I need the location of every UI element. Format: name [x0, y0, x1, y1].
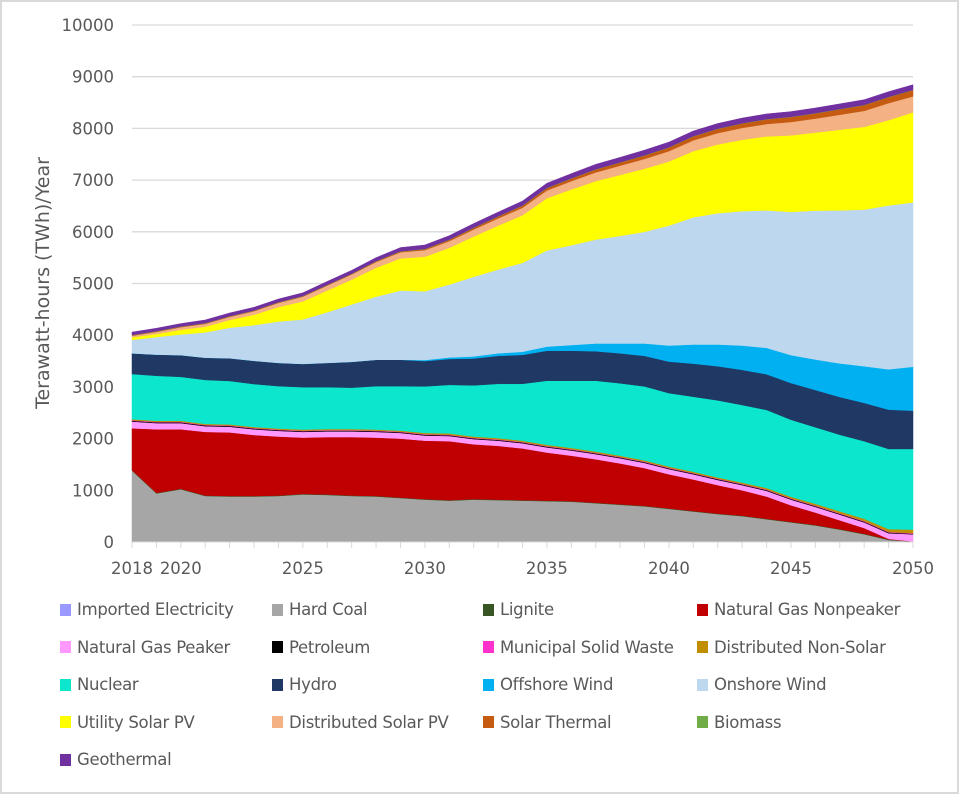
- legend-label: Solar Thermal: [500, 712, 612, 732]
- legend-item: Hydro: [272, 675, 337, 694]
- y-axis-label: Terawatt-hours (TWh)/Year: [32, 157, 54, 410]
- legend-item: Lignite: [483, 600, 554, 619]
- legend-label: Hard Coal: [289, 600, 368, 619]
- y-tick-label: 6000: [72, 223, 114, 242]
- legend-swatch: [272, 603, 283, 616]
- legend-label: Hydro: [289, 675, 337, 694]
- legend-label: Natural Gas Peaker: [77, 637, 230, 657]
- x-tick-label: 2050: [892, 559, 934, 578]
- legend-item: Geothermal: [60, 750, 172, 769]
- legend-label: Distributed Solar PV: [289, 712, 449, 732]
- legend-swatch: [60, 716, 71, 728]
- legend-label: Distributed Non-Solar: [714, 637, 886, 657]
- y-tick-label: 5000: [72, 275, 114, 294]
- legend-item: Nuclear: [60, 675, 139, 694]
- area-series: [131, 84, 914, 543]
- legend-label: Offshore Wind: [500, 675, 614, 694]
- legend-swatch: [272, 641, 283, 653]
- x-tick-label: 2035: [526, 559, 568, 578]
- legend-swatch: [697, 678, 708, 691]
- y-tick-label: 7000: [72, 171, 114, 190]
- x-tick-label: 2040: [648, 559, 690, 578]
- legend-item: Utility Solar PV: [60, 713, 195, 732]
- legend-item: Distributed Solar PV: [272, 713, 449, 732]
- y-tick-label: 3000: [72, 378, 114, 397]
- x-axis: 2018 2020 2025 2030 2035 2040 2045 2050: [111, 541, 934, 578]
- legend-label: Natural Gas Nonpeaker: [714, 600, 901, 619]
- legend-item: Imported Electricity: [60, 600, 234, 619]
- legend-label: Onshore Wind: [714, 675, 827, 694]
- x-tick-label: 2020: [160, 559, 202, 578]
- legend-item: Natural Gas Peaker: [60, 638, 230, 657]
- y-tick-label: 10000: [62, 16, 115, 35]
- legend-label: Imported Electricity: [77, 600, 234, 619]
- legend-item: Offshore Wind: [483, 675, 613, 694]
- legend-swatch: [60, 753, 71, 766]
- legend-label: Geothermal: [77, 750, 172, 769]
- legend-swatch: [697, 716, 708, 728]
- legend-swatch: [60, 641, 71, 653]
- legend-swatch: [272, 716, 283, 728]
- x-tick-label: 2030: [404, 559, 446, 578]
- x-tick-label: 2045: [770, 559, 812, 578]
- y-axis-ticks: 0 1000 2000 3000 4000 5000 6000 7000 8000 9000 100…: [62, 16, 115, 552]
- legend-swatch: [697, 603, 708, 616]
- y-tick-label: 0: [104, 533, 115, 552]
- y-tick-label: 4000: [72, 326, 114, 345]
- legend-label: Lignite: [500, 600, 554, 619]
- y-tick-label: 8000: [72, 119, 114, 138]
- legend-swatch: [60, 603, 71, 616]
- legend-item: Solar Thermal: [483, 712, 612, 732]
- legend-item: Petroleum: [272, 638, 370, 657]
- legend-swatch: [272, 678, 283, 691]
- y-tick-label: 2000: [72, 430, 114, 449]
- legend-item: Onshore Wind: [697, 675, 827, 694]
- legend-swatch: [60, 678, 71, 691]
- x-tick-label: 2025: [282, 559, 324, 578]
- legend-label: Municipal Solid Waste: [500, 637, 674, 657]
- legend-swatch: [697, 641, 708, 653]
- legend-label: Biomass: [714, 712, 782, 732]
- legend-swatch: [483, 678, 494, 691]
- legend-swatch: [483, 603, 494, 616]
- legend-item: Biomass: [697, 712, 782, 732]
- legend-swatch: [483, 641, 494, 653]
- legend-label: Utility Solar PV: [77, 712, 195, 732]
- legend-item: Hard Coal: [272, 600, 368, 619]
- legend-swatch: [483, 716, 494, 728]
- y-tick-label: 1000: [72, 481, 114, 500]
- legend-item: Distributed Non-Solar: [697, 638, 886, 657]
- legend-label: Petroleum: [289, 637, 371, 657]
- y-tick-label: 9000: [72, 68, 114, 87]
- legend-item: Natural Gas Nonpeaker: [697, 600, 900, 619]
- x-tick-label: 2018: [111, 559, 153, 578]
- legend-label: Nuclear: [77, 675, 139, 694]
- area-geothermal: [131, 84, 914, 336]
- legend-item: Municipal Solid Waste: [483, 638, 674, 657]
